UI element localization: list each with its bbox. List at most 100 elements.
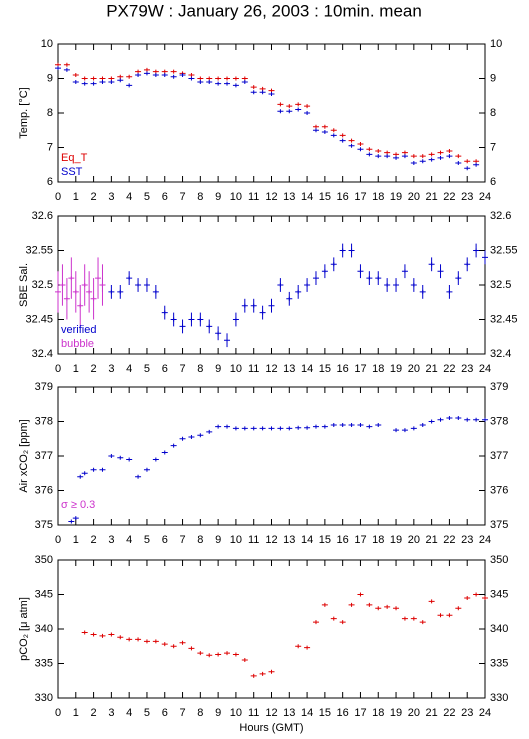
x-tick-label: 22 — [443, 707, 455, 719]
data-point — [268, 426, 275, 431]
data-point — [366, 424, 373, 429]
data-point — [473, 417, 480, 422]
data-point — [446, 289, 453, 294]
data-point — [259, 426, 266, 431]
data-point — [401, 150, 408, 155]
y-tick-label: 6 — [490, 176, 496, 188]
data-point — [437, 613, 444, 618]
data-point — [224, 338, 231, 343]
y-tick-label: 32.55 — [490, 244, 518, 256]
x-tick-label: 13 — [283, 534, 295, 546]
x-tick-label: 20 — [408, 534, 420, 546]
data-point — [232, 652, 239, 657]
x-tick-label: 18 — [372, 707, 384, 719]
x-tick-label: 12 — [265, 534, 277, 546]
x-tick-label: 18 — [372, 534, 384, 546]
data-point — [197, 651, 204, 656]
x-tick-label: 22 — [443, 534, 455, 546]
x-tick-label: 22 — [443, 363, 455, 375]
data-point — [126, 637, 133, 642]
data-point — [357, 142, 364, 147]
data-point — [77, 474, 84, 479]
data-point — [232, 426, 239, 431]
data-point — [464, 166, 471, 171]
data-point — [152, 639, 159, 644]
data-point — [126, 276, 133, 281]
data-point — [126, 74, 133, 79]
data-point — [428, 157, 435, 162]
data-point — [55, 62, 61, 67]
data-point — [188, 73, 195, 78]
data-point — [90, 76, 97, 81]
x-tick-label: 19 — [390, 534, 402, 546]
data-point — [286, 296, 293, 301]
y-tick-label: 32.45 — [490, 313, 518, 325]
data-point — [375, 422, 382, 427]
y-tick-label: 7 — [47, 141, 53, 153]
x-tick-label: 3 — [108, 707, 114, 719]
data-point — [197, 433, 204, 438]
x-tick-label: 23 — [461, 363, 473, 375]
x-tick-label: 17 — [354, 191, 366, 203]
x-tick-label: 16 — [337, 191, 349, 203]
x-tick-label: 8 — [197, 191, 203, 203]
data-point — [135, 283, 142, 287]
data-point — [108, 289, 115, 294]
x-tick-label: 8 — [197, 707, 203, 719]
data-point — [384, 150, 391, 155]
data-point — [366, 152, 373, 157]
data-point — [90, 296, 97, 301]
x-tick-label: 14 — [301, 191, 313, 203]
data-point — [277, 283, 284, 287]
x-tick-label: 8 — [197, 534, 203, 546]
data-point — [152, 457, 159, 462]
x-tick-label: 11 — [248, 191, 259, 203]
data-point — [321, 124, 328, 129]
data-point — [464, 417, 471, 422]
data-point — [295, 644, 302, 649]
data-point — [170, 644, 177, 649]
data-point — [63, 62, 70, 67]
x-tick-label: 24 — [479, 191, 491, 203]
data-point — [143, 67, 150, 72]
x-tick-label: 19 — [390, 707, 402, 719]
x-tick-label: 16 — [337, 534, 349, 546]
x-tick-label: 15 — [319, 191, 331, 203]
data-point — [393, 155, 400, 160]
data-point — [321, 129, 328, 134]
data-point — [312, 424, 319, 429]
x-tick-label: 7 — [179, 363, 185, 375]
x-tick-label: 7 — [179, 534, 185, 546]
data-point — [232, 83, 239, 88]
data-point — [339, 248, 346, 253]
data-point — [277, 102, 284, 107]
data-point — [286, 426, 293, 431]
data-point — [232, 317, 239, 322]
data-point — [90, 81, 97, 86]
x-tick-label: 5 — [144, 363, 150, 375]
x-tick-label: 14 — [301, 534, 313, 546]
data-point — [224, 651, 231, 656]
data-point — [419, 159, 426, 164]
data-point — [268, 88, 275, 93]
data-point — [357, 147, 364, 152]
y-tick-label: 340 — [35, 623, 53, 635]
x-tick-label: 2 — [91, 707, 97, 719]
data-point — [188, 317, 195, 322]
data-point — [482, 595, 488, 600]
y-tick-label: 377 — [35, 450, 53, 462]
x-tick-label: 5 — [144, 707, 150, 719]
data-point — [143, 71, 150, 76]
y-tick-label: 376 — [490, 484, 508, 496]
x-tick-label: 12 — [265, 707, 277, 719]
x-tick-label: 6 — [162, 534, 168, 546]
data-point — [170, 74, 177, 79]
data-point — [366, 276, 373, 281]
data-point — [437, 150, 444, 155]
data-point — [117, 74, 124, 79]
data-point — [161, 450, 168, 455]
data-point — [419, 422, 426, 427]
y-tick-label: 345 — [490, 588, 508, 600]
data-point — [72, 516, 79, 521]
x-tick-label: 6 — [162, 191, 168, 203]
